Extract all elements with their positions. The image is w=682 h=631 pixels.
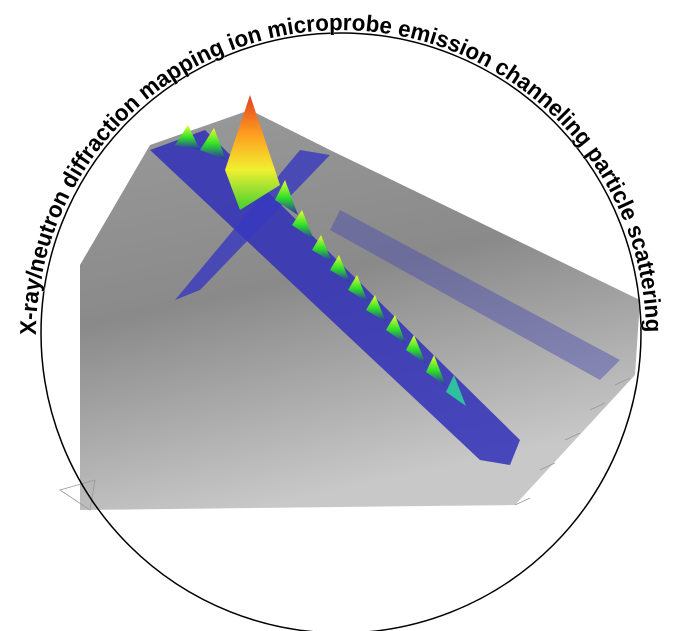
logo: X-ray/neutron diffraction mapping ion mi… [0,0,682,631]
surface-plot [60,95,640,510]
